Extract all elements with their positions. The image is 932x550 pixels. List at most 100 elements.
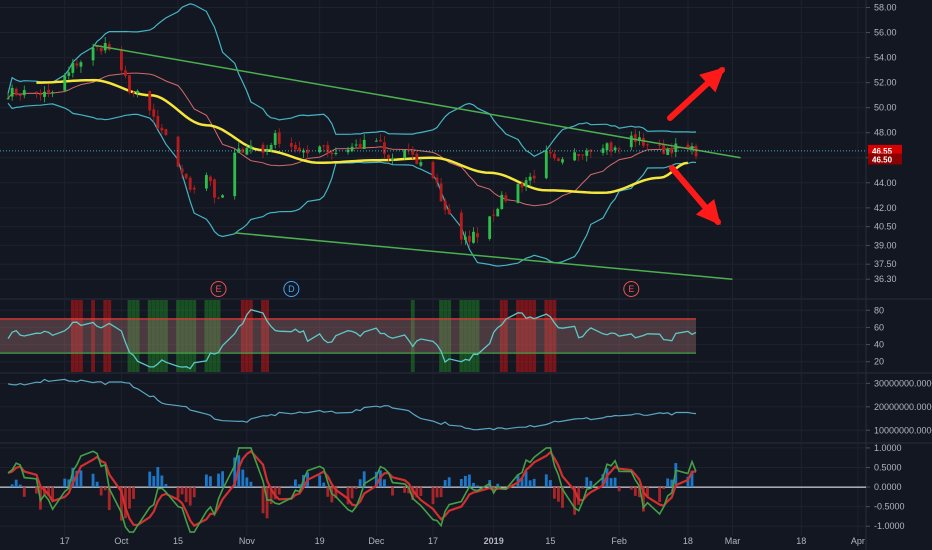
lower-channel-line (234, 232, 733, 280)
oscillator-histogram-bar (435, 487, 439, 498)
oscillator-histogram-bar (686, 476, 690, 488)
y-tick-label: -0.5000 (874, 502, 905, 512)
oscillator-histogram-bar (298, 484, 301, 488)
candle-body (609, 142, 613, 152)
x-tick-label: 19 (315, 536, 325, 546)
event-marker (210, 281, 227, 297)
candle-body (107, 44, 111, 50)
oscillator-histogram-bar (516, 474, 520, 488)
oscillator-histogram-bar (148, 471, 152, 488)
candle-body (249, 145, 253, 149)
oscillator-histogram-bar (322, 482, 326, 488)
candle-body (383, 142, 386, 154)
oscillator-panel[interactable] (0, 447, 866, 533)
candle-body (585, 150, 589, 156)
candle-body (431, 161, 435, 179)
candle-body (435, 177, 439, 183)
oscillator-histogram-bar (658, 487, 662, 502)
candle-body (532, 175, 536, 179)
oscillator-histogram-bar (613, 477, 617, 488)
candle-body (306, 149, 309, 154)
candle-body (204, 175, 208, 189)
rsi-signal-stripe (91, 300, 95, 372)
oscillator-histogram-bar (176, 487, 180, 499)
candle-body (374, 140, 378, 142)
oscillator-histogram-bar (128, 487, 131, 509)
oscillator-histogram-bar (350, 487, 354, 499)
oscillator-histogram-bar (79, 470, 83, 488)
oscillator-histogram-bar (164, 484, 168, 488)
y-tick-label: 44.00 (874, 178, 897, 188)
candle-body (273, 133, 277, 145)
rsi-signal-stripe (240, 300, 245, 372)
rsi-signal-stripe (176, 300, 180, 372)
candle-body (548, 152, 552, 154)
y-tick-label: 42.00 (874, 203, 897, 213)
oscillator-histogram-bar (601, 474, 605, 488)
second-price-label: 46.50 (872, 156, 893, 165)
oscillator-histogram-bar (391, 487, 394, 496)
rsi-signal-stripe (475, 300, 480, 372)
y-tick-label: 50.00 (874, 103, 897, 113)
rsi-signal-stripe (439, 300, 444, 372)
oscillator-histogram-bar (326, 487, 330, 497)
candle-body (322, 145, 326, 147)
rsi-signal-stripe (447, 300, 452, 372)
upper-channel-line (92, 44, 741, 159)
oscillator-histogram-bar (71, 467, 75, 488)
oscillator-histogram-bar (411, 487, 415, 501)
axes: 17 Oct 15 Nov 19 Dec 17 2019 15 Feb 18 Mar 18 Apr 58.0… (60, 3, 932, 546)
y-tick-label: 80 (874, 305, 884, 315)
rsi-signal-stripe (467, 300, 472, 372)
oscillator-histogram-bar (249, 481, 253, 488)
volume-panel[interactable] (7, 378, 697, 431)
rsi-signal-stripe (261, 300, 265, 372)
rsi-signal-stripe (192, 300, 197, 372)
candle-body (10, 87, 14, 97)
x-tick-label: 17 (60, 536, 70, 546)
rsi-signal-stripe (147, 300, 152, 372)
candle-body (75, 63, 79, 66)
candle-body (43, 91, 46, 97)
candle-body (241, 148, 245, 153)
candle-body (662, 144, 666, 154)
y-tick-label: 1.0000 (874, 443, 902, 453)
oscillator-histogram-bar (293, 479, 297, 488)
rsi-signal-stripe (131, 300, 136, 372)
y-tick-label: 10000000.0000 (874, 425, 932, 435)
candle-body (213, 179, 216, 198)
candle-body (318, 146, 322, 153)
rsi-signal-stripe (544, 300, 549, 372)
x-tick-label: Mar (725, 536, 741, 546)
rsi-signal-stripe (524, 300, 528, 372)
event-marker-label: E (216, 284, 222, 294)
oscillator-histogram-bar (443, 480, 447, 488)
candle-body (378, 139, 382, 142)
candle-body (128, 75, 131, 93)
candle-body (209, 176, 212, 182)
candle-body (468, 235, 471, 242)
candle-body (476, 233, 479, 238)
candle-body (136, 90, 140, 94)
rsi-signal-stripe (503, 300, 508, 372)
candle-body (152, 109, 156, 117)
candle-body (95, 46, 99, 48)
rsi-signal-stripe (188, 300, 193, 372)
candle-body (528, 176, 532, 181)
rsi-panel[interactable] (0, 308, 697, 370)
rsi-signal-stripe (79, 300, 83, 372)
oscillator-histogram-bar (362, 471, 366, 488)
rsi-signal-stripe (204, 300, 209, 372)
y-tick-label: 60 (874, 322, 884, 332)
oscillator-histogram-bar (18, 484, 22, 488)
oscillator-histogram-bar (289, 485, 293, 488)
candle-body (221, 195, 224, 198)
oscillator-histogram-bar (407, 487, 411, 494)
candle-body (439, 183, 443, 202)
rsi-signal-stripe (184, 300, 189, 372)
oscillator-histogram-bar (245, 477, 249, 488)
candle-body (524, 180, 528, 187)
oscillator-histogram-bar (91, 473, 95, 488)
price-panel[interactable] (6, 3, 698, 267)
